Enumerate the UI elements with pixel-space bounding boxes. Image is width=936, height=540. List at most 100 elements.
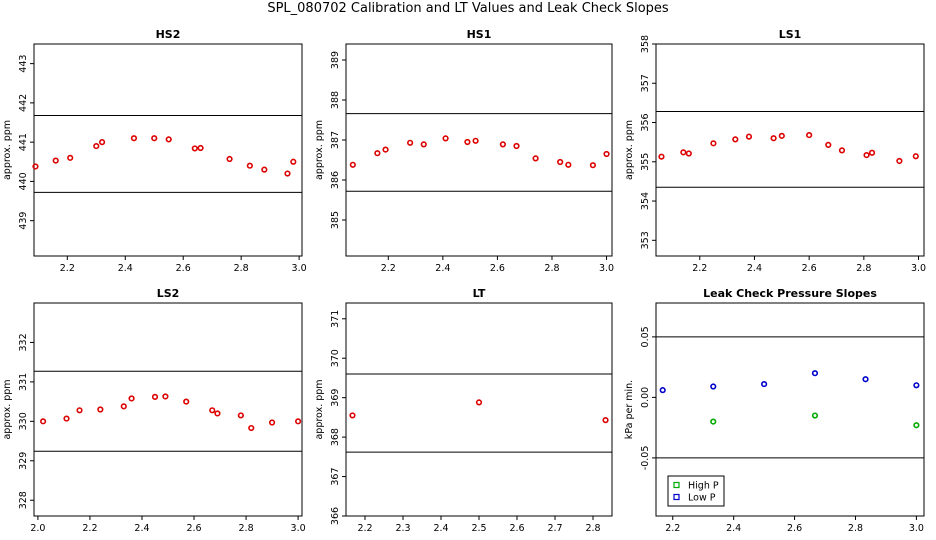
panel-4: LS2 approx. ppm 2.0 2.2 2.4 2.6 2.8 3.0 328 329 33… bbox=[2, 287, 306, 534]
panel-6: Leak Check Pressure Slopes kPa per min. 2.… bbox=[624, 287, 925, 534]
data-point bbox=[557, 158, 564, 166]
data-point bbox=[120, 403, 127, 410]
legend-swatch bbox=[673, 481, 680, 489]
data-point bbox=[349, 412, 356, 419]
data-point bbox=[183, 398, 190, 405]
data-point bbox=[226, 155, 233, 163]
plot-frame bbox=[345, 43, 613, 257]
data-point bbox=[499, 141, 506, 148]
plot-frame bbox=[655, 302, 925, 517]
x-tick-label: 2.6 bbox=[802, 263, 817, 274]
data-point bbox=[770, 135, 777, 142]
panel-title: LS1 bbox=[779, 28, 802, 41]
figure-title: SPL_080702 Calibration and LT Values and… bbox=[267, 1, 669, 16]
data-point bbox=[52, 157, 59, 164]
x-tick-label: 2.0 bbox=[30, 523, 45, 534]
x-tick-label: 2.8 bbox=[585, 523, 600, 534]
y-tick-label: 332 bbox=[18, 333, 29, 351]
data-point bbox=[374, 150, 381, 157]
panel-5: LT approx. ppm 2.2 2.3 2.4 2.5 2.6 2.7 2.8 366 367… bbox=[314, 287, 613, 534]
y-tick-label: 329 bbox=[18, 452, 29, 470]
x-tick-label: 2.7 bbox=[547, 523, 562, 534]
panel-title: HS1 bbox=[467, 28, 492, 41]
data-point bbox=[191, 145, 198, 152]
y-axis-label: approx. ppm bbox=[314, 120, 325, 180]
x-tick-label: 2.8 bbox=[239, 523, 254, 534]
y-tick-label: 331 bbox=[18, 373, 29, 391]
data-point bbox=[63, 415, 70, 422]
data-point bbox=[382, 146, 389, 153]
data-point bbox=[913, 422, 920, 429]
y-tick-label: 387 bbox=[330, 131, 341, 149]
data-point bbox=[778, 132, 785, 139]
data-point bbox=[838, 147, 846, 154]
y-tick-label: 356 bbox=[640, 113, 651, 131]
data-point bbox=[732, 136, 739, 143]
y-tick-label: 358 bbox=[640, 35, 651, 53]
data-point bbox=[209, 407, 216, 414]
y-axis-label: kPa per min. bbox=[624, 380, 635, 439]
x-tick-label: 2.4 bbox=[118, 263, 133, 274]
y-tick-label: 0.00 bbox=[640, 387, 651, 408]
x-tick-label: 2.2 bbox=[60, 263, 75, 274]
data-point bbox=[658, 153, 665, 160]
x-tick-label: 2.2 bbox=[357, 523, 372, 534]
data-point bbox=[761, 380, 768, 388]
data-point bbox=[710, 140, 717, 147]
legend-label: Low P bbox=[688, 493, 716, 504]
data-point bbox=[475, 399, 483, 406]
x-tick-label: 2.8 bbox=[234, 263, 249, 274]
x-tick-label: 2.8 bbox=[544, 263, 559, 274]
data-point bbox=[420, 141, 427, 148]
legend-label: High P bbox=[688, 481, 719, 492]
y-tick-label: -0.05 bbox=[640, 446, 651, 471]
data-point bbox=[248, 424, 255, 432]
panel-2: HS1 approx. ppm 2.2 2.4 2.6 2.8 3.0 385 386 387 38… bbox=[314, 28, 614, 274]
plot-frame bbox=[655, 43, 925, 257]
x-tick-label: 2.8 bbox=[856, 263, 871, 274]
data-point bbox=[603, 150, 610, 158]
x-tick-label: 2.4 bbox=[435, 263, 450, 274]
x-tick-label: 2.3 bbox=[395, 523, 410, 534]
y-axis-label: approx. ppm bbox=[314, 379, 325, 439]
data-point bbox=[261, 166, 268, 173]
data-point bbox=[76, 407, 83, 414]
data-point bbox=[532, 155, 539, 162]
legend-box bbox=[667, 475, 725, 507]
x-tick-label: 2.6 bbox=[787, 523, 802, 534]
plot-frame bbox=[33, 302, 303, 517]
plot-frame bbox=[345, 302, 613, 517]
x-tick-label: 2.6 bbox=[509, 523, 524, 534]
y-tick-label: 439 bbox=[18, 212, 29, 230]
y-tick-label: 370 bbox=[330, 349, 341, 367]
y-tick-label: 371 bbox=[330, 310, 341, 328]
panel-title: LS2 bbox=[157, 287, 180, 300]
x-tick-label: 2.4 bbox=[747, 263, 762, 274]
data-point bbox=[868, 149, 876, 156]
data-point bbox=[246, 162, 253, 169]
data-point bbox=[710, 383, 717, 390]
x-tick-label: 2.2 bbox=[381, 263, 396, 274]
data-point bbox=[294, 418, 302, 425]
data-point bbox=[472, 137, 479, 144]
x-tick-label: 2.2 bbox=[665, 523, 680, 534]
x-tick-label: 2.6 bbox=[176, 263, 191, 274]
x-tick-label: 2.6 bbox=[490, 263, 505, 274]
x-tick-label: 2.6 bbox=[186, 523, 201, 534]
legend-swatch bbox=[673, 493, 680, 501]
data-point bbox=[130, 135, 138, 142]
y-tick-label: 355 bbox=[640, 153, 651, 171]
data-point bbox=[862, 376, 869, 383]
data-point bbox=[659, 387, 666, 394]
data-point bbox=[863, 152, 870, 159]
data-point bbox=[165, 136, 172, 143]
data-point bbox=[811, 412, 819, 419]
y-axis-label: approx. ppm bbox=[2, 379, 13, 439]
y-axis-label: approx. ppm bbox=[2, 120, 13, 180]
x-tick-label: 3.0 bbox=[291, 523, 306, 534]
x-tick-label: 2.8 bbox=[848, 523, 863, 534]
y-axis-label: approx. ppm bbox=[624, 120, 635, 180]
y-tick-label: 369 bbox=[330, 389, 341, 407]
x-tick-label: 2.4 bbox=[726, 523, 741, 534]
data-point bbox=[268, 419, 276, 426]
